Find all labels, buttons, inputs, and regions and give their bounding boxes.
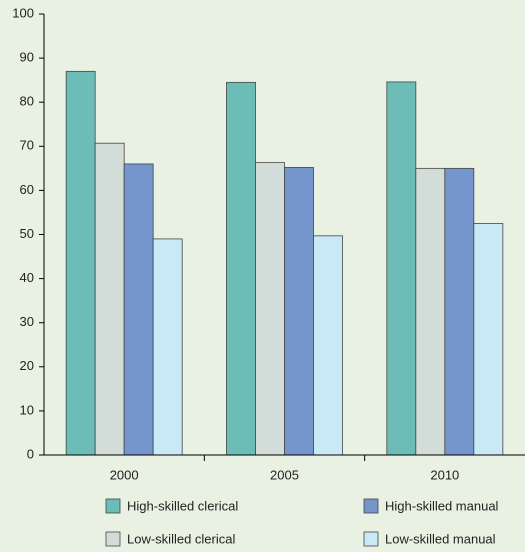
y-tick-label: 90 (20, 50, 34, 65)
bar (386, 81, 417, 456)
bar (226, 81, 256, 456)
bar (152, 238, 183, 456)
y-tick-label: 0 (27, 446, 34, 461)
bar (444, 167, 475, 456)
bar (313, 235, 343, 456)
y-tick-label: 60 (20, 182, 34, 197)
y-tick-label: 70 (20, 138, 34, 153)
bar (255, 162, 285, 456)
x-tick-label: 2010 (430, 467, 459, 482)
legend-swatch (363, 531, 379, 547)
legend-swatch (105, 531, 121, 547)
y-tick-label: 30 (20, 314, 34, 329)
y-tick-label: 100 (12, 5, 34, 20)
legend-swatch (363, 498, 379, 514)
x-tick-label: 2005 (270, 467, 299, 482)
x-tick-label: 2000 (110, 467, 139, 482)
bar (473, 223, 504, 456)
bar (123, 163, 154, 456)
y-tick-label: 80 (20, 94, 34, 109)
y-tick-label: 40 (20, 270, 34, 285)
bar (284, 167, 314, 456)
bar (415, 167, 446, 456)
legend-label: High-skilled manual (385, 498, 499, 513)
bar (94, 142, 125, 456)
bar (65, 70, 96, 456)
legend-label: Low-skilled clerical (127, 531, 235, 546)
legend-label: Low-skilled manual (385, 531, 496, 546)
y-tick-label: 10 (20, 402, 34, 417)
legend-label: High-skilled clerical (127, 498, 238, 513)
y-tick-label: 50 (20, 226, 34, 241)
y-tick-label: 20 (20, 358, 34, 373)
legend-swatch (105, 498, 121, 514)
